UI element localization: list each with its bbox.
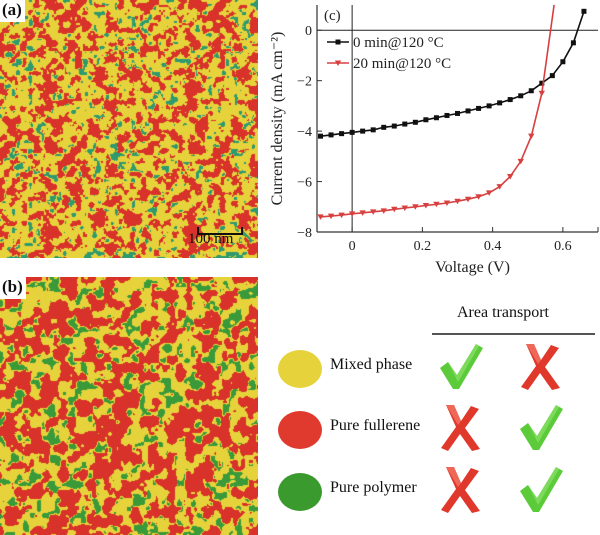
data-point bbox=[370, 127, 376, 133]
data-point bbox=[443, 200, 451, 206]
check-icon bbox=[518, 403, 564, 453]
panel-b-label: (b) bbox=[0, 277, 26, 299]
data-point bbox=[318, 133, 324, 139]
data-point bbox=[518, 93, 524, 99]
panel-c-label: (c) bbox=[324, 8, 341, 24]
data-point bbox=[444, 112, 450, 118]
cross-icon bbox=[518, 342, 564, 392]
data-point bbox=[381, 124, 387, 130]
phase-label: Pure polymer bbox=[330, 479, 417, 496]
data-point bbox=[327, 213, 335, 220]
y-tick-label: 0 bbox=[305, 24, 312, 39]
data-point bbox=[359, 210, 366, 216]
data-point bbox=[507, 97, 513, 103]
legend-marker-0 bbox=[335, 39, 341, 45]
data-point bbox=[528, 88, 534, 94]
data-point bbox=[539, 80, 545, 86]
data-point bbox=[538, 90, 545, 97]
check-icon bbox=[438, 342, 484, 392]
x-tick-label: 0.6 bbox=[554, 239, 572, 254]
panel-b-morphology-map: (b) bbox=[0, 277, 258, 535]
data-point bbox=[454, 198, 461, 205]
phase-label: Pure fullerene bbox=[330, 417, 421, 434]
cross-icon bbox=[438, 465, 484, 515]
y-tick-label: −2 bbox=[297, 75, 312, 90]
data-point bbox=[549, 73, 555, 79]
phase-label: Mixed phase bbox=[330, 356, 413, 373]
data-point bbox=[485, 190, 493, 196]
y-axis-label: Current density (mA cm⁻²) bbox=[269, 32, 286, 206]
area-transport-divider bbox=[432, 333, 595, 335]
morphology-map-b bbox=[0, 277, 258, 535]
data-point bbox=[338, 212, 345, 219]
data-point bbox=[412, 204, 419, 210]
x-tick-label: 0.2 bbox=[414, 239, 432, 254]
data-point bbox=[422, 203, 430, 209]
legend-label-1: 20 min@120 °C bbox=[353, 56, 451, 72]
data-point bbox=[455, 110, 460, 116]
data-point bbox=[391, 123, 397, 129]
data-point bbox=[401, 205, 409, 212]
y-tick-label: −8 bbox=[297, 226, 312, 241]
data-point bbox=[517, 158, 524, 165]
data-point bbox=[486, 103, 492, 109]
data-point bbox=[560, 59, 566, 65]
data-point bbox=[496, 184, 503, 190]
phase-swatch bbox=[278, 411, 322, 449]
x-tick-label: 0.4 bbox=[484, 239, 502, 254]
data-point bbox=[476, 105, 482, 111]
data-point bbox=[348, 211, 356, 217]
data-point bbox=[317, 214, 324, 220]
phase-swatch bbox=[278, 350, 322, 388]
data-point bbox=[360, 128, 366, 134]
area-transport-title: Area transport bbox=[457, 304, 549, 321]
scale-bar bbox=[197, 227, 243, 235]
morphology-map-a bbox=[0, 0, 258, 258]
data-point bbox=[402, 121, 408, 127]
panel-a-label: (a) bbox=[0, 0, 25, 22]
phase-legend: Area transport Mixed phase Pure fulleren… bbox=[262, 290, 600, 535]
legend-marker-1 bbox=[334, 60, 342, 66]
cross-icon bbox=[438, 403, 484, 453]
panel-a-morphology-map: (a) 100 nm bbox=[0, 0, 258, 258]
scale-bar-label: 100 nm bbox=[188, 231, 234, 247]
data-point bbox=[380, 208, 387, 214]
data-point bbox=[570, 40, 576, 46]
check-icon bbox=[518, 465, 564, 515]
data-point bbox=[475, 194, 482, 200]
data-point bbox=[433, 201, 440, 208]
data-point bbox=[370, 209, 377, 215]
data-point bbox=[349, 129, 355, 135]
y-tick-label: −4 bbox=[297, 125, 312, 140]
x-tick-label: 0 bbox=[349, 239, 356, 254]
data-point bbox=[464, 196, 472, 203]
legend-label-0: 0 min@120 °C bbox=[353, 35, 444, 51]
x-axis-label: Voltage (V) bbox=[435, 259, 510, 276]
data-point bbox=[465, 108, 471, 114]
data-point bbox=[423, 117, 429, 123]
data-point bbox=[506, 174, 514, 180]
data-point bbox=[433, 115, 439, 121]
data-point bbox=[391, 206, 398, 213]
y-tick-label: −6 bbox=[297, 176, 312, 191]
data-point bbox=[412, 119, 418, 125]
jv-chart: 0 0.2 0.4 0.6 0 −2 −4 −6 −8 Voltage (V) Current de… bbox=[269, 4, 599, 276]
data-point bbox=[497, 100, 503, 106]
data-point bbox=[581, 8, 587, 14]
data-point bbox=[339, 131, 345, 137]
data-point bbox=[528, 133, 535, 140]
data-point bbox=[328, 132, 334, 138]
phase-swatch bbox=[278, 473, 322, 511]
